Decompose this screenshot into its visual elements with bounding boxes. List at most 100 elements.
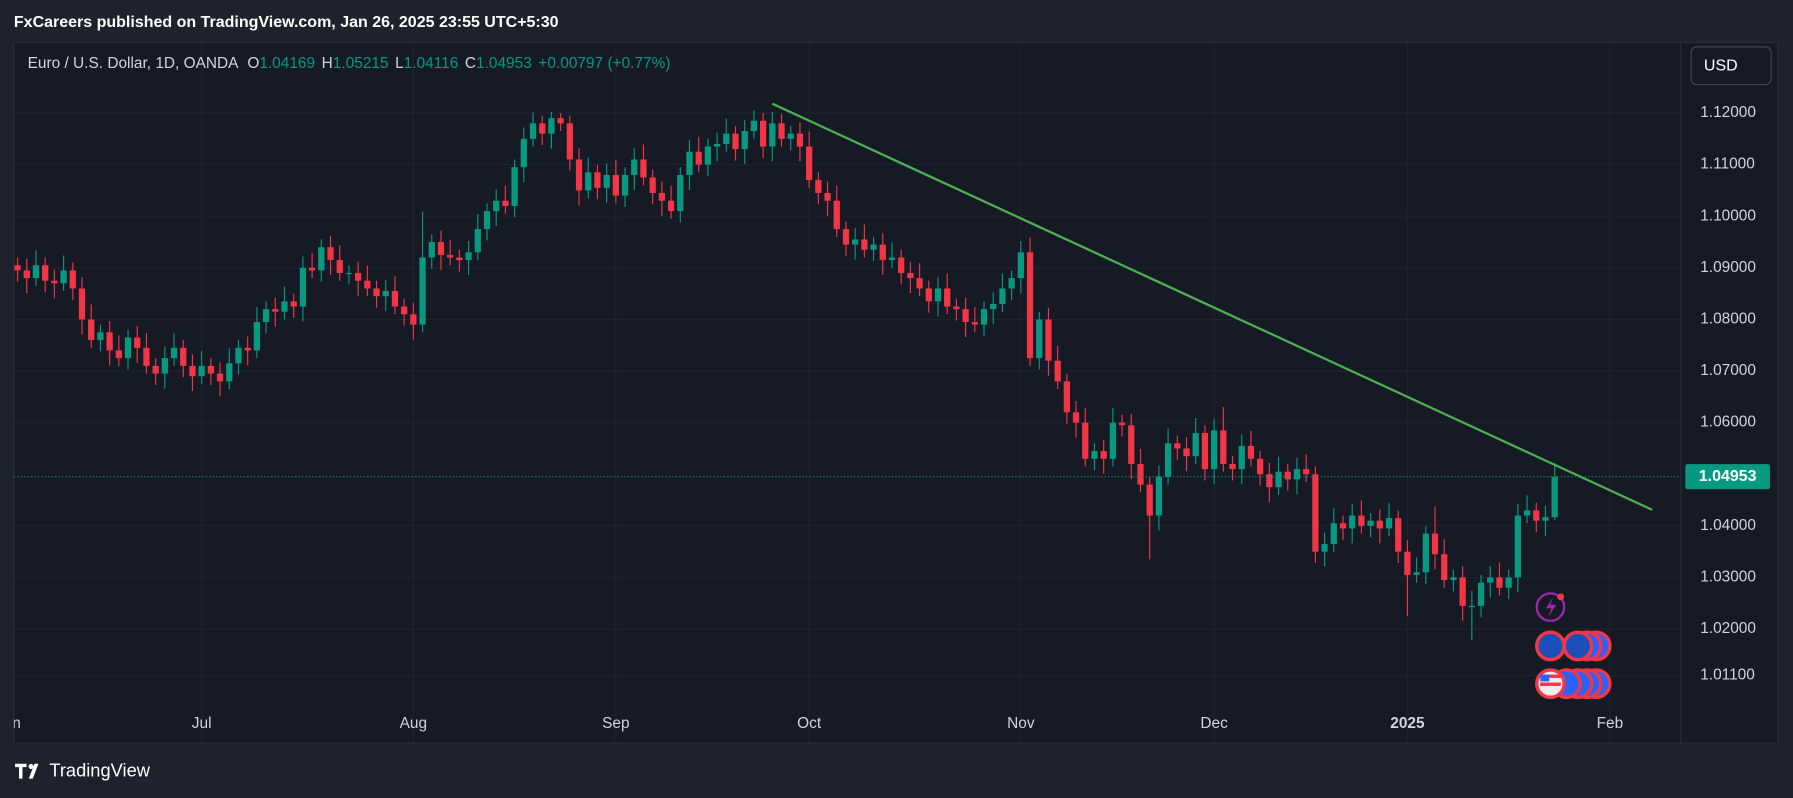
candle-body [143, 347, 150, 366]
candle-body [69, 270, 76, 289]
candle-body [769, 123, 776, 147]
currency-button-frame[interactable] [1690, 46, 1772, 86]
candle-body [778, 123, 785, 139]
currency-button[interactable]: USD [1690, 46, 1772, 86]
candle-body [493, 200, 500, 212]
candle-body [226, 363, 233, 382]
candle-body [97, 332, 104, 341]
x-tick-label: Dec [1200, 715, 1228, 732]
y-tick-label: 1.06000 [1700, 414, 1756, 431]
candle-body [879, 244, 886, 261]
candle-body [557, 118, 564, 124]
candle-body [1109, 422, 1117, 459]
brand-name[interactable]: TradingView [49, 760, 150, 781]
candle-body [401, 306, 408, 315]
y-tick-label: 1.01100 [1700, 667, 1755, 684]
candle-body [759, 120, 767, 147]
candle-body [1026, 252, 1034, 359]
candle-body [953, 306, 960, 310]
candle-body [281, 301, 288, 312]
candle-body [1505, 577, 1512, 588]
y-tick-label: 1.11000 [1700, 156, 1755, 173]
publisher-line: FxCareers published on TradingView.com, … [14, 14, 559, 31]
candle-body [244, 347, 251, 351]
candle-body [216, 373, 224, 382]
candle-body [1496, 577, 1503, 588]
candle-body [704, 146, 712, 165]
candle-body [419, 257, 426, 325]
candle-body [539, 123, 546, 134]
candle-body [336, 260, 343, 273]
brand-logo[interactable] [15, 763, 39, 779]
candle-body [907, 272, 914, 279]
flag-canton [1540, 674, 1550, 682]
event-dot [1557, 593, 1565, 601]
candle-body [253, 322, 261, 351]
candle-body [1349, 515, 1356, 529]
candle-body [1017, 252, 1024, 279]
candle-body [410, 314, 417, 325]
candle-body [1164, 443, 1172, 477]
grid [13, 42, 1681, 744]
candle-body [290, 301, 297, 307]
x-tick-label: Jun [0, 715, 21, 732]
candle-body [1293, 469, 1301, 480]
candle-body [198, 365, 205, 377]
candle-body [474, 229, 481, 253]
candle-body [1072, 412, 1080, 423]
x-tick-label: Oct [797, 715, 822, 732]
chart-panel [13, 41, 1779, 744]
y-tick-label: 1.08000 [1700, 311, 1756, 328]
candle-body [1487, 577, 1494, 583]
plot: Jun Jul Aug Sep Oct Nov Dec 2025 Feb [0, 102, 1681, 732]
legend-close: 1.04953 [476, 55, 532, 72]
candle-body [42, 265, 49, 281]
candle-body [502, 200, 509, 206]
candle-body [824, 192, 831, 201]
candle-body [447, 254, 454, 258]
candle-body [115, 350, 122, 359]
legend-open: 1.04169 [259, 55, 315, 72]
candle-body [180, 347, 187, 366]
candle-body [170, 347, 178, 359]
candle-body [1358, 515, 1365, 526]
candle-body [1523, 510, 1531, 516]
candle-body [1137, 463, 1144, 485]
candle-body [345, 272, 353, 275]
event-icon[interactable] [1562, 630, 1594, 662]
x-tick-label: Feb [1597, 715, 1624, 732]
legend-letter: H [322, 55, 333, 72]
brand[interactable]: TradingView [15, 760, 151, 781]
candle-body [695, 151, 702, 165]
candle-body [852, 239, 859, 245]
legend-low: 1.04116 [404, 55, 459, 72]
last-price-badge [1685, 464, 1770, 490]
candle-body [1210, 430, 1218, 470]
y-tick-label: 1.07000 [1700, 362, 1756, 379]
y-tick-label: 1.10000 [1700, 207, 1756, 224]
candle-body [621, 174, 629, 196]
candle-body [1395, 518, 1402, 552]
candle-body [124, 337, 132, 359]
candle-body [750, 120, 758, 132]
candle-body [1146, 484, 1153, 516]
event-icons[interactable] [1535, 592, 1612, 700]
candle-body [511, 167, 518, 206]
candle-body [934, 288, 942, 302]
candle-body [548, 118, 555, 134]
currency-label[interactable]: USD [1704, 58, 1738, 75]
candle-body [1220, 430, 1227, 464]
candle-body [465, 252, 472, 261]
candle-body [483, 211, 491, 230]
candle-body [318, 247, 325, 271]
candle-body [1468, 605, 1475, 607]
candle-body [1082, 422, 1089, 459]
candle-body [1174, 443, 1181, 449]
candle-body [1238, 445, 1245, 470]
candle-body [796, 133, 804, 147]
event-icon[interactable] [1535, 630, 1566, 662]
candle-body [640, 159, 647, 178]
legend-letter: C [465, 55, 476, 72]
candle-body [861, 239, 868, 250]
